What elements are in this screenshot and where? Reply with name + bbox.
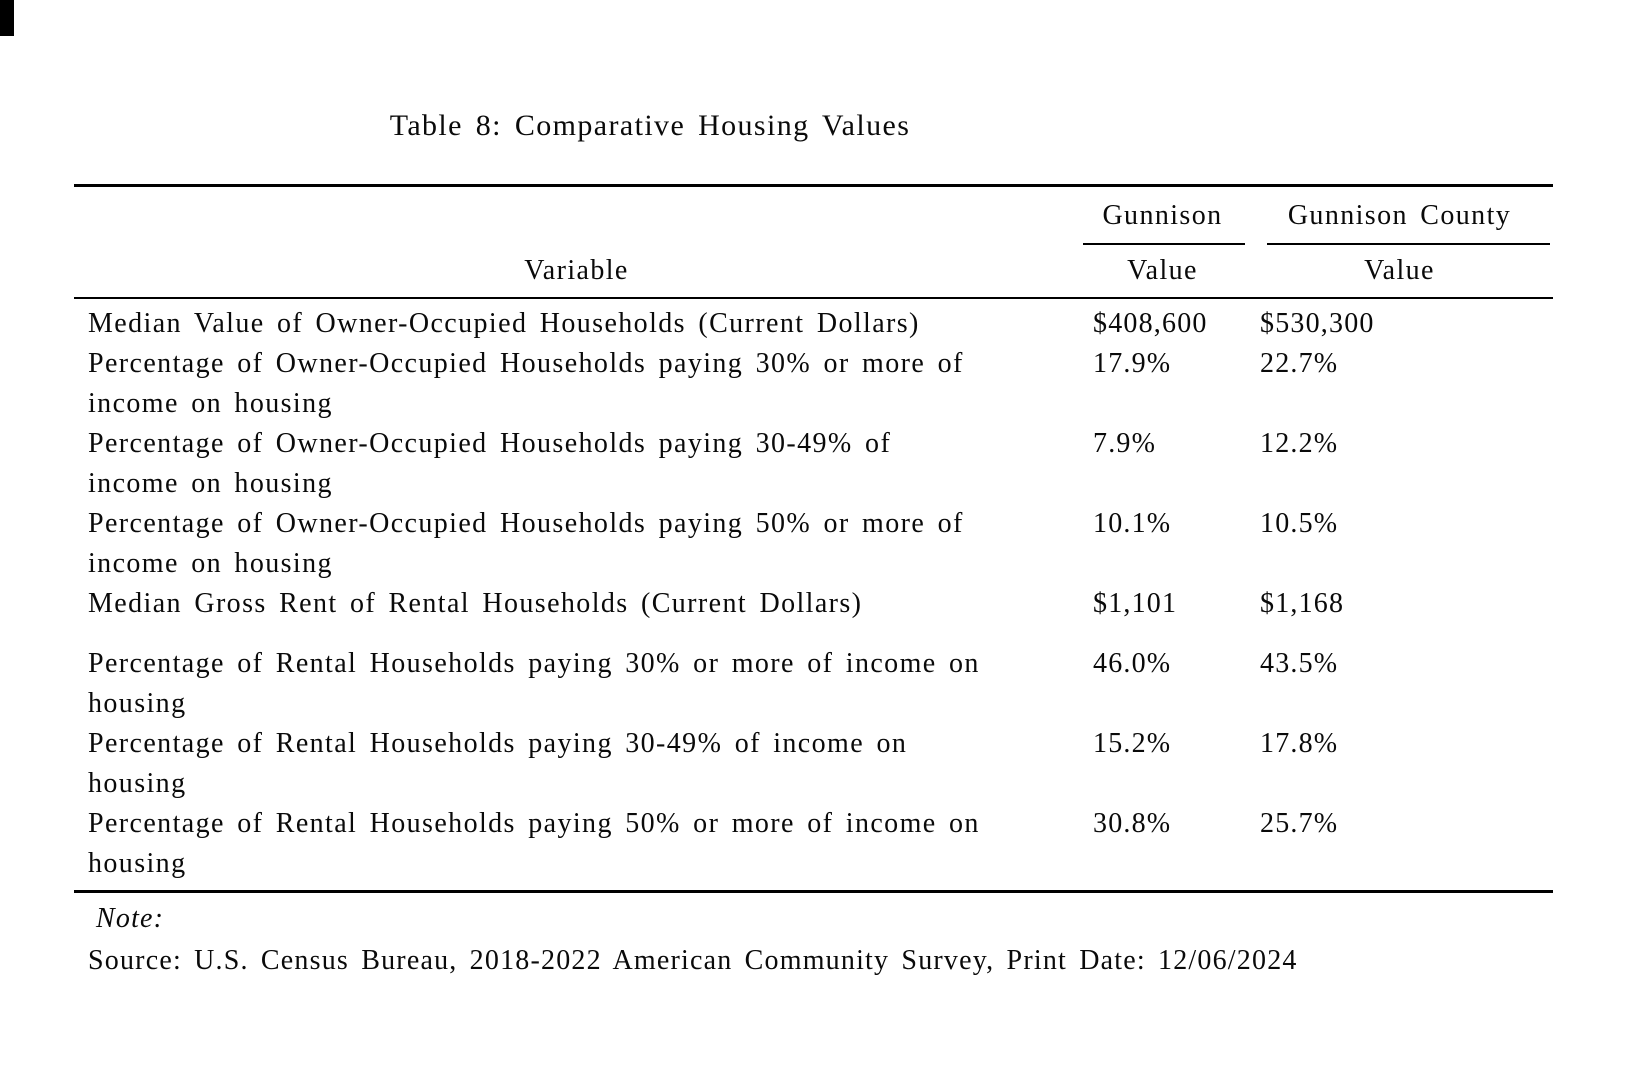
column-group-header-row: Gunnison Gunnison County [74, 187, 1553, 245]
gunnison-value-cell: 46.0% [1093, 648, 1172, 679]
gunnison-value-cell: $408,600 [1093, 308, 1208, 339]
row-label-line2: housing [88, 768, 187, 799]
row-label: Percentage of Rental Households paying 3… [74, 724, 1079, 804]
bottom-rule [74, 890, 1553, 893]
county-value-cell: $530,300 [1260, 308, 1375, 339]
top-rule [74, 184, 1553, 187]
table-row: Percentage of Owner-Occupied Households … [74, 424, 1553, 504]
row-label: Percentage of Owner-Occupied Households … [74, 424, 1079, 504]
column-group-county-label: Gunnison County [1287, 200, 1512, 231]
county-value-cell: 22.7% [1260, 348, 1339, 379]
row-label-line1: Percentage of Owner-Occupied Households … [88, 428, 892, 459]
row-label: Percentage of Owner-Occupied Households … [74, 344, 1079, 424]
table-body: Median Value of Owner-Occupied Household… [74, 299, 1553, 890]
county-value-cell: 25.7% [1260, 808, 1339, 839]
source-line: Source: U.S. Census Bureau, 2018-2022 Am… [88, 945, 1298, 976]
value-header-county: Value [1364, 255, 1435, 286]
cmidrule-county [1267, 243, 1550, 245]
table-row: Percentage of Rental Households paying 3… [74, 724, 1553, 804]
county-value-cell: 10.5% [1260, 508, 1339, 539]
variable-header: Variable [524, 255, 629, 286]
empty-header-cell [74, 187, 1079, 245]
table-row: Percentage of Owner-Occupied Households … [74, 344, 1553, 424]
row-label-line2: income on housing [88, 468, 333, 499]
column-group-gunnison: Gunnison [1079, 187, 1246, 245]
table-row: Percentage of Rental Households paying 5… [74, 804, 1553, 884]
row-label-line2: income on housing [88, 548, 333, 579]
column-group-county: Gunnison County [1246, 187, 1553, 245]
county-value-cell: 17.8% [1260, 728, 1339, 759]
row-label: Percentage of Owner-Occupied Households … [74, 504, 1079, 584]
gunnison-value-cell: $1,101 [1093, 588, 1178, 619]
corner-mark [0, 0, 14, 36]
row-label-line1: Median Gross Rent of Rental Households (… [88, 588, 863, 619]
row-label-line1: Percentage of Owner-Occupied Households … [88, 508, 964, 539]
row-label-line1: Percentage of Rental Households paying 3… [88, 728, 908, 759]
row-label-line1: Percentage of Owner-Occupied Households … [88, 348, 964, 379]
cmidrule-gunnison [1083, 243, 1245, 245]
row-label-line2: housing [88, 848, 187, 879]
gunnison-value-cell: 10.1% [1093, 508, 1172, 539]
gunnison-value-cell: 30.8% [1093, 808, 1172, 839]
gunnison-value-cell: 15.2% [1093, 728, 1172, 759]
county-value-cell: 12.2% [1260, 428, 1339, 459]
gunnison-value-cell: 17.9% [1093, 348, 1172, 379]
row-label: Percentage of Rental Households paying 3… [74, 644, 1079, 724]
gunnison-value-cell: 7.9% [1093, 428, 1157, 459]
value-header-gunnison: Value [1127, 255, 1198, 286]
mid-rule [74, 297, 1553, 299]
row-label: Median Value of Owner-Occupied Household… [74, 304, 1079, 344]
table-row: Median Value of Owner-Occupied Household… [74, 304, 1553, 344]
row-label-line2: income on housing [88, 388, 333, 419]
row-label: Median Gross Rent of Rental Households (… [74, 584, 1079, 624]
row-label-line1: Median Value of Owner-Occupied Household… [88, 308, 920, 339]
table-row: Percentage of Owner-Occupied Households … [74, 504, 1553, 584]
column-header-row: Variable Value Value [74, 245, 1553, 297]
comparative-housing-table: Gunnison Gunnison County Variable Value … [74, 184, 1553, 893]
county-value-cell: 43.5% [1260, 648, 1339, 679]
column-group-gunnison-label: Gunnison [1102, 200, 1223, 231]
row-label: Percentage of Rental Households paying 5… [74, 804, 1079, 884]
row-label-line1: Percentage of Rental Households paying 5… [88, 808, 980, 839]
table-caption: Table 8: Comparative Housing Values [389, 109, 911, 142]
table-row: Percentage of Rental Households paying 3… [74, 644, 1553, 724]
county-value-cell: $1,168 [1260, 588, 1345, 619]
table-row: Median Gross Rent of Rental Households (… [74, 584, 1553, 624]
note-label: Note: [96, 903, 165, 934]
row-label-line1: Percentage of Rental Households paying 3… [88, 648, 980, 679]
row-label-line2: housing [88, 688, 187, 719]
